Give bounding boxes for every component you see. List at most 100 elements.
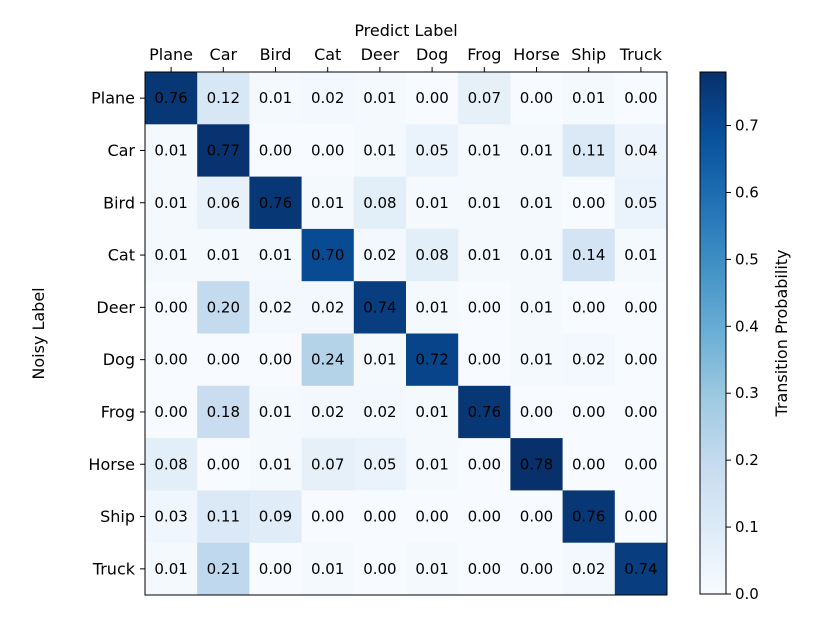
heatmap-cell [614, 124, 668, 178]
heatmap-cell [145, 438, 198, 491]
y-tick-label: Plane [91, 89, 135, 108]
heatmap-cell [301, 176, 355, 230]
cell-value-label: 0.01 [154, 141, 187, 159]
cell-value-label: 0.11 [207, 508, 240, 526]
cell-value-label: 0.00 [468, 560, 501, 578]
x-tick-label: Ship [571, 45, 606, 64]
cell-value-label: 0.02 [572, 560, 605, 578]
cell-value-label: 0.00 [468, 298, 501, 316]
heatmap-cell [301, 228, 355, 282]
heatmap-cell [458, 438, 511, 491]
cell-value-label: 0.07 [311, 455, 344, 473]
heatmap-cell [510, 490, 564, 544]
heatmap-cell [197, 72, 250, 125]
cell-value-label: 0.01 [311, 560, 344, 578]
heatmap-cell [197, 438, 250, 491]
heatmap-cell [406, 124, 459, 178]
cell-value-label: 0.00 [572, 298, 605, 316]
heatmap-cell [301, 72, 355, 125]
heatmap-cell [510, 124, 564, 178]
cell-value-label: 0.01 [415, 194, 448, 212]
heatmap-cell [353, 490, 407, 544]
heatmap-cell [301, 333, 355, 387]
cell-value-label: 0.01 [154, 246, 187, 264]
y-tick-label: Cat [108, 246, 135, 265]
x-tick-label: Dog [416, 45, 448, 64]
cell-value-label: 0.00 [207, 455, 240, 473]
cell-value-label: 0.14 [572, 246, 605, 264]
heatmap-cell [197, 542, 250, 596]
cell-value-label: 0.05 [415, 141, 448, 159]
heatmap-cell [406, 542, 459, 596]
heatmap-cell [614, 228, 668, 282]
colorbar-title: Transition Probability [772, 249, 791, 417]
heatmap-cell [353, 385, 407, 439]
cell-value-label: 0.06 [207, 194, 240, 212]
heatmap-cell [614, 542, 668, 596]
heatmap-cell [510, 542, 564, 596]
heatmap-cell [406, 438, 459, 491]
cell-value-label: 0.02 [363, 246, 396, 264]
heatmap-cell [249, 176, 303, 230]
cell-value-label: 0.00 [624, 508, 657, 526]
cell-value-label: 0.02 [363, 403, 396, 421]
heatmap-cell [562, 385, 616, 439]
heatmap-cells [145, 72, 668, 596]
cell-value-label: 0.00 [259, 560, 292, 578]
heatmap-cell [562, 72, 616, 125]
y-tick-label: Dog [103, 350, 135, 369]
heatmap-cell [197, 385, 250, 439]
heatmap-cell [353, 124, 407, 178]
heatmap-cell [145, 333, 198, 387]
cell-value-label: 0.01 [520, 246, 553, 264]
cell-value-label: 0.02 [311, 403, 344, 421]
y-tick-label: Ship [100, 507, 135, 526]
heatmap-cell [249, 542, 303, 596]
heatmap-cell [510, 228, 564, 282]
colorbar: 0.0 0.1 0.2 0.3 0.4 0.5 0.6 0.7 Transition Prob… [699, 71, 791, 603]
cell-value-label: 0.01 [259, 455, 292, 473]
heatmap-cell [510, 72, 564, 125]
cell-value-label: 0.01 [363, 89, 396, 107]
cell-value-label: 0.00 [154, 351, 187, 369]
heatmap-cell [197, 124, 250, 178]
heatmap-cell [510, 281, 564, 334]
heatmap-cell [353, 333, 407, 387]
cell-value-label: 0.00 [520, 560, 553, 578]
heatmap-cell [510, 385, 564, 439]
heatmap-cell [353, 228, 407, 282]
heatmap-cell [145, 542, 198, 596]
heatmap-cell [458, 490, 511, 544]
cell-value-label: 0.00 [520, 403, 553, 421]
cell-value-label: 0.00 [311, 508, 344, 526]
heatmap-cell [562, 490, 616, 544]
cell-value-label: 0.00 [468, 455, 501, 473]
cell-value-label: 0.01 [363, 141, 396, 159]
cell-value-label: 0.02 [311, 89, 344, 107]
heatmap-cell [510, 438, 564, 491]
heatmap-cell [301, 385, 355, 439]
cell-value-label: 0.00 [572, 194, 605, 212]
y-tick-label: Horse [88, 455, 135, 474]
heatmap-cell-labels: 0.76 0.12 0.01 0.02 0.01 0.00 0.07 0.00 0.01 0.00… [154, 89, 657, 578]
cell-value-label: 0.01 [415, 560, 448, 578]
cell-value-label: 0.05 [624, 194, 657, 212]
heatmap-cell [458, 124, 511, 178]
y-tick-label: Deer [96, 298, 135, 317]
cell-value-label: 0.72 [415, 351, 448, 369]
cell-value-label: 0.78 [520, 455, 553, 473]
heatmap-cell [249, 438, 303, 491]
heatmap-cell [249, 281, 303, 334]
cell-value-label: 0.01 [415, 455, 448, 473]
cell-value-label: 0.01 [154, 194, 187, 212]
cell-value-label: 0.01 [207, 246, 240, 264]
heatmap-cell [353, 72, 407, 125]
heatmap-cell [197, 490, 250, 544]
heatmap-cell [510, 176, 564, 230]
cell-value-label: 0.12 [207, 89, 240, 107]
cell-value-label: 0.03 [154, 508, 187, 526]
heatmap-cell [406, 281, 459, 334]
x-tick-label: Truck [619, 45, 663, 64]
colorbar-tick-label: 0.7 [735, 117, 759, 135]
cell-value-label: 0.00 [520, 89, 553, 107]
